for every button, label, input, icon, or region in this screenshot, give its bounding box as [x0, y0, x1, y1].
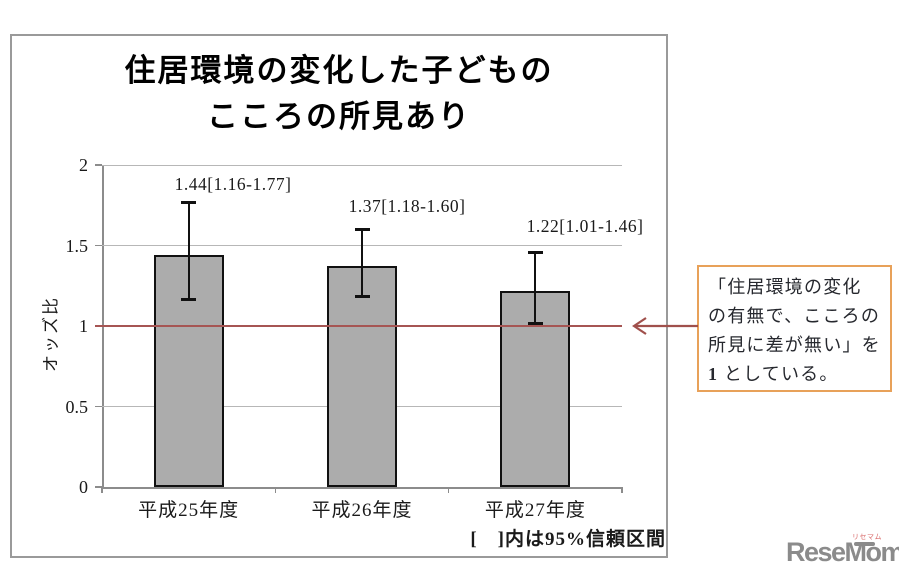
x-tick-mark — [621, 487, 623, 493]
x-tick-mark — [447, 487, 450, 493]
x-tick-mark — [274, 487, 277, 493]
annotation-line4-rest: としている。 — [718, 364, 839, 384]
bar-平成26年度 — [327, 266, 397, 487]
annotation-bold-one: 1 — [708, 364, 719, 384]
error-bar — [187, 202, 190, 301]
value-label: 1.22[1.01-1.46] — [526, 216, 644, 236]
x-tick-mark — [101, 487, 103, 493]
y-tick-mark — [95, 405, 102, 408]
x-tick-label: 平成25年度 — [138, 500, 240, 521]
error-bar-cap-bottom — [181, 298, 197, 302]
y-tick-label: 0.5 — [65, 396, 89, 417]
annotation-box: 「住居環境の変化 の有無で、こころの 所見に差が無い」を 1 としている。 — [697, 265, 892, 392]
reference-line — [95, 325, 622, 327]
footnote-ci: [ ]内は95%信頼区間 — [470, 529, 666, 550]
annotation-line2: の有無で、こころの — [708, 306, 881, 326]
error-bar-cap-bottom — [354, 295, 370, 299]
x-tick-label: 平成26年度 — [311, 500, 413, 521]
y-tick-label: 0 — [79, 477, 88, 497]
plot-area: 1.44[1.16-1.77] 平成25年度 1.37[1.18-1.60] 平成26… — [95, 164, 643, 521]
chart-title: 住居環境の変化した子どもの こころの所見あり — [10, 48, 668, 140]
resemom-logo-text: ReseMom. — [786, 537, 899, 567]
y-tick-label: 2 — [79, 155, 88, 175]
chart-title-line1: 住居環境の変化した子どもの — [124, 53, 554, 88]
annotation-line3: 所見に差が無い」を — [708, 335, 881, 355]
y-tick-mark — [95, 244, 102, 247]
y-tick-mark — [95, 486, 102, 488]
value-label: 1.44[1.16-1.77] — [174, 174, 292, 194]
chart-title-line2: こころの所見あり — [207, 99, 471, 134]
error-bar-cap-bottom — [527, 322, 543, 326]
value-label: 1.37[1.18-1.60] — [348, 196, 466, 216]
annotation-arrow-icon — [632, 317, 698, 335]
annotation-line4: 1 としている。 — [708, 360, 883, 389]
error-bar-cap-top — [354, 228, 370, 232]
resemom-logo: ReseMom. リセマム — [786, 534, 899, 568]
y-tick-label: 1.5 — [65, 235, 89, 256]
gridline-y2 — [102, 164, 622, 166]
error-bar — [534, 251, 537, 325]
error-bar — [361, 229, 363, 297]
x-axis-line — [102, 487, 623, 489]
resemom-logo-kana: リセマム — [852, 534, 882, 541]
y-tick-mark — [95, 164, 102, 166]
annotation-line1: 「住居環境の変化 — [708, 277, 862, 297]
resemom-logo-macron — [854, 542, 875, 546]
x-tick-label: 平成27年度 — [484, 500, 586, 521]
error-bar-cap-top — [527, 250, 543, 254]
error-bar-cap-top — [181, 201, 197, 205]
y-tick-label: 1 — [79, 316, 88, 336]
